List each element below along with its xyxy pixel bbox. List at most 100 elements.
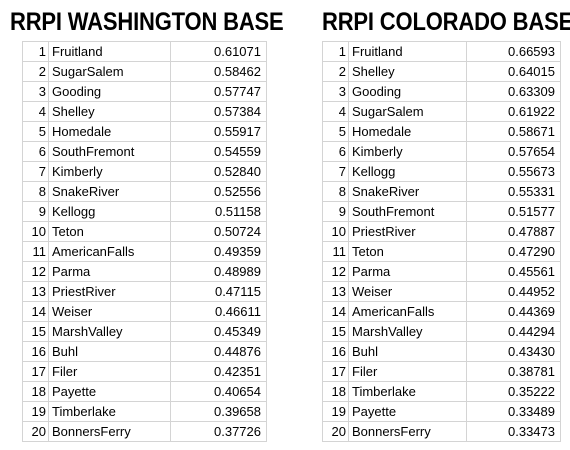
team-name-cell: PriestRiver bbox=[348, 221, 467, 242]
rank-cell: 10 bbox=[322, 221, 349, 242]
rrpi-value-cell: 0.44369 bbox=[466, 301, 561, 322]
washington-table: 1 Fruitland 0.61071 2 SugarSalem 0.58462 3 Good… bbox=[22, 41, 267, 442]
table-row: 9 Kellogg 0.51158 bbox=[22, 201, 267, 222]
table-row: 4 SugarSalem 0.61922 bbox=[322, 101, 561, 122]
washington-table-body: 1 Fruitland 0.61071 2 SugarSalem 0.58462 3 Good… bbox=[22, 41, 267, 442]
rrpi-value-cell: 0.38781 bbox=[466, 361, 561, 382]
rank-cell: 2 bbox=[22, 61, 49, 82]
table-row: 9 SouthFremont 0.51577 bbox=[322, 201, 561, 222]
rank-cell: 8 bbox=[322, 181, 349, 202]
team-name-cell: Timberlake bbox=[48, 401, 171, 422]
rrpi-value-cell: 0.63309 bbox=[466, 81, 561, 102]
team-name-cell: BonnersFerry bbox=[48, 421, 171, 442]
team-name-cell: Shelley bbox=[48, 101, 171, 122]
rank-cell: 19 bbox=[322, 401, 349, 422]
team-name-cell: Kellogg bbox=[48, 201, 171, 222]
table-row: 6 SouthFremont 0.54559 bbox=[22, 141, 267, 162]
rank-cell: 5 bbox=[322, 121, 349, 142]
table-row: 12 Parma 0.48989 bbox=[22, 261, 267, 282]
team-name-cell: Gooding bbox=[48, 81, 171, 102]
team-name-cell: Homedale bbox=[348, 121, 467, 142]
table-row: 17 Filer 0.42351 bbox=[22, 361, 267, 382]
table-row: 4 Shelley 0.57384 bbox=[22, 101, 267, 122]
rank-cell: 9 bbox=[322, 201, 349, 222]
team-name-cell: Teton bbox=[348, 241, 467, 262]
table-row: 13 PriestRiver 0.47115 bbox=[22, 281, 267, 302]
table-row: 2 SugarSalem 0.58462 bbox=[22, 61, 267, 82]
table-row: 18 Timberlake 0.35222 bbox=[322, 381, 561, 402]
table-row: 12 Parma 0.45561 bbox=[322, 261, 561, 282]
team-name-cell: Payette bbox=[348, 401, 467, 422]
rrpi-value-cell: 0.55331 bbox=[466, 181, 561, 202]
team-name-cell: MarshValley bbox=[48, 321, 171, 342]
rrpi-value-cell: 0.57747 bbox=[170, 81, 267, 102]
table-row: 13 Weiser 0.44952 bbox=[322, 281, 561, 302]
rank-cell: 1 bbox=[322, 41, 349, 62]
table-row: 11 AmericanFalls 0.49359 bbox=[22, 241, 267, 262]
team-name-cell: MarshValley bbox=[348, 321, 467, 342]
rrpi-value-cell: 0.49359 bbox=[170, 241, 267, 262]
rrpi-value-cell: 0.45561 bbox=[466, 261, 561, 282]
table-row: 19 Payette 0.33489 bbox=[322, 401, 561, 422]
rank-cell: 16 bbox=[322, 341, 349, 362]
rank-cell: 6 bbox=[322, 141, 349, 162]
rank-cell: 11 bbox=[322, 241, 349, 262]
rrpi-value-cell: 0.52556 bbox=[170, 181, 267, 202]
rrpi-value-cell: 0.47887 bbox=[466, 221, 561, 242]
rrpi-value-cell: 0.35222 bbox=[466, 381, 561, 402]
table-row: 10 Teton 0.50724 bbox=[22, 221, 267, 242]
rrpi-value-cell: 0.39658 bbox=[170, 401, 267, 422]
rrpi-value-cell: 0.57654 bbox=[466, 141, 561, 162]
rank-cell: 18 bbox=[22, 381, 49, 402]
rrpi-value-cell: 0.52840 bbox=[170, 161, 267, 182]
table-row: 3 Gooding 0.57747 bbox=[22, 81, 267, 102]
team-name-cell: Kimberly bbox=[48, 161, 171, 182]
rrpi-value-cell: 0.55917 bbox=[170, 121, 267, 142]
rank-cell: 3 bbox=[22, 81, 49, 102]
rank-cell: 6 bbox=[22, 141, 49, 162]
team-name-cell: Buhl bbox=[348, 341, 467, 362]
team-name-cell: AmericanFalls bbox=[348, 301, 467, 322]
table-row: 15 MarshValley 0.45349 bbox=[22, 321, 267, 342]
team-name-cell: Gooding bbox=[348, 81, 467, 102]
rrpi-value-cell: 0.44876 bbox=[170, 341, 267, 362]
rank-cell: 1 bbox=[22, 41, 49, 62]
team-name-cell: Weiser bbox=[348, 281, 467, 302]
rank-cell: 4 bbox=[22, 101, 49, 122]
rank-cell: 17 bbox=[22, 361, 49, 382]
rank-cell: 13 bbox=[22, 281, 49, 302]
rank-cell: 12 bbox=[22, 261, 49, 282]
table-row: 2 Shelley 0.64015 bbox=[322, 61, 561, 82]
colorado-table: 1 Fruitland 0.66593 2 Shelley 0.64015 3 Gooding… bbox=[322, 41, 561, 442]
rrpi-value-cell: 0.58671 bbox=[466, 121, 561, 142]
team-name-cell: Kimberly bbox=[348, 141, 467, 162]
team-name-cell: Kellogg bbox=[348, 161, 467, 182]
rank-cell: 20 bbox=[322, 421, 349, 442]
rrpi-value-cell: 0.61071 bbox=[170, 41, 267, 62]
washington-title: RRPI WASHINGTON BASE bbox=[10, 8, 284, 36]
rrpi-value-cell: 0.46611 bbox=[170, 301, 267, 322]
table-row: 16 Buhl 0.44876 bbox=[22, 341, 267, 362]
table-row: 20 BonnersFerry 0.37726 bbox=[22, 421, 267, 442]
colorado-title: RRPI COLORADO BASE bbox=[322, 8, 570, 36]
team-name-cell: SugarSalem bbox=[348, 101, 467, 122]
table-row: 20 BonnersFerry 0.33473 bbox=[322, 421, 561, 442]
team-name-cell: Parma bbox=[48, 261, 171, 282]
rank-cell: 17 bbox=[322, 361, 349, 382]
rrpi-value-cell: 0.43430 bbox=[466, 341, 561, 362]
team-name-cell: Weiser bbox=[48, 301, 171, 322]
team-name-cell: Homedale bbox=[48, 121, 171, 142]
table-row: 3 Gooding 0.63309 bbox=[322, 81, 561, 102]
rrpi-value-cell: 0.48989 bbox=[170, 261, 267, 282]
table-row: 17 Filer 0.38781 bbox=[322, 361, 561, 382]
table-row: 7 Kimberly 0.52840 bbox=[22, 161, 267, 182]
team-name-cell: SugarSalem bbox=[48, 61, 171, 82]
team-name-cell: Shelley bbox=[348, 61, 467, 82]
rank-cell: 19 bbox=[22, 401, 49, 422]
rank-cell: 7 bbox=[322, 161, 349, 182]
team-name-cell: SnakeRiver bbox=[348, 181, 467, 202]
team-name-cell: Filer bbox=[48, 361, 171, 382]
table-row: 1 Fruitland 0.61071 bbox=[22, 41, 267, 62]
team-name-cell: SouthFremont bbox=[348, 201, 467, 222]
table-row: 7 Kellogg 0.55673 bbox=[322, 161, 561, 182]
